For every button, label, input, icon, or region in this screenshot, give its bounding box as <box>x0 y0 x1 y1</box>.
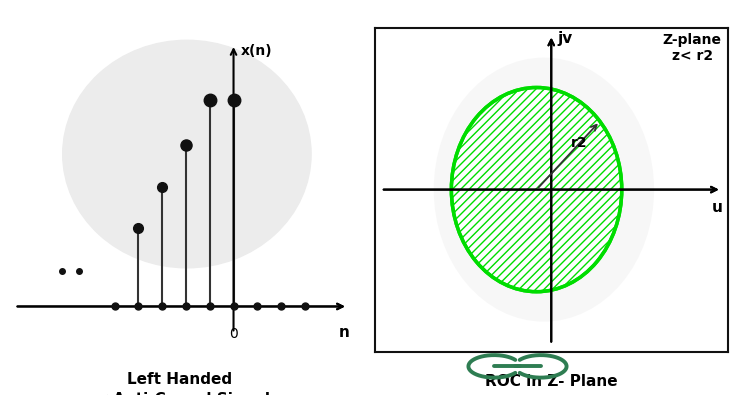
Text: n: n <box>339 325 350 340</box>
Text: u: u <box>712 200 723 215</box>
Text: Left Handed
or Anti-Causal Signal: Left Handed or Anti-Causal Signal <box>90 372 270 395</box>
Text: x(n): x(n) <box>241 44 272 58</box>
Text: 0: 0 <box>230 327 238 341</box>
Text: ROC in Z- Plane: ROC in Z- Plane <box>485 374 617 389</box>
Circle shape <box>63 40 311 268</box>
Text: r2: r2 <box>572 136 588 150</box>
Circle shape <box>433 58 654 322</box>
Text: jv: jv <box>557 31 572 46</box>
Text: Z-plane
z< r2: Z-plane z< r2 <box>663 33 722 63</box>
Circle shape <box>452 88 622 292</box>
